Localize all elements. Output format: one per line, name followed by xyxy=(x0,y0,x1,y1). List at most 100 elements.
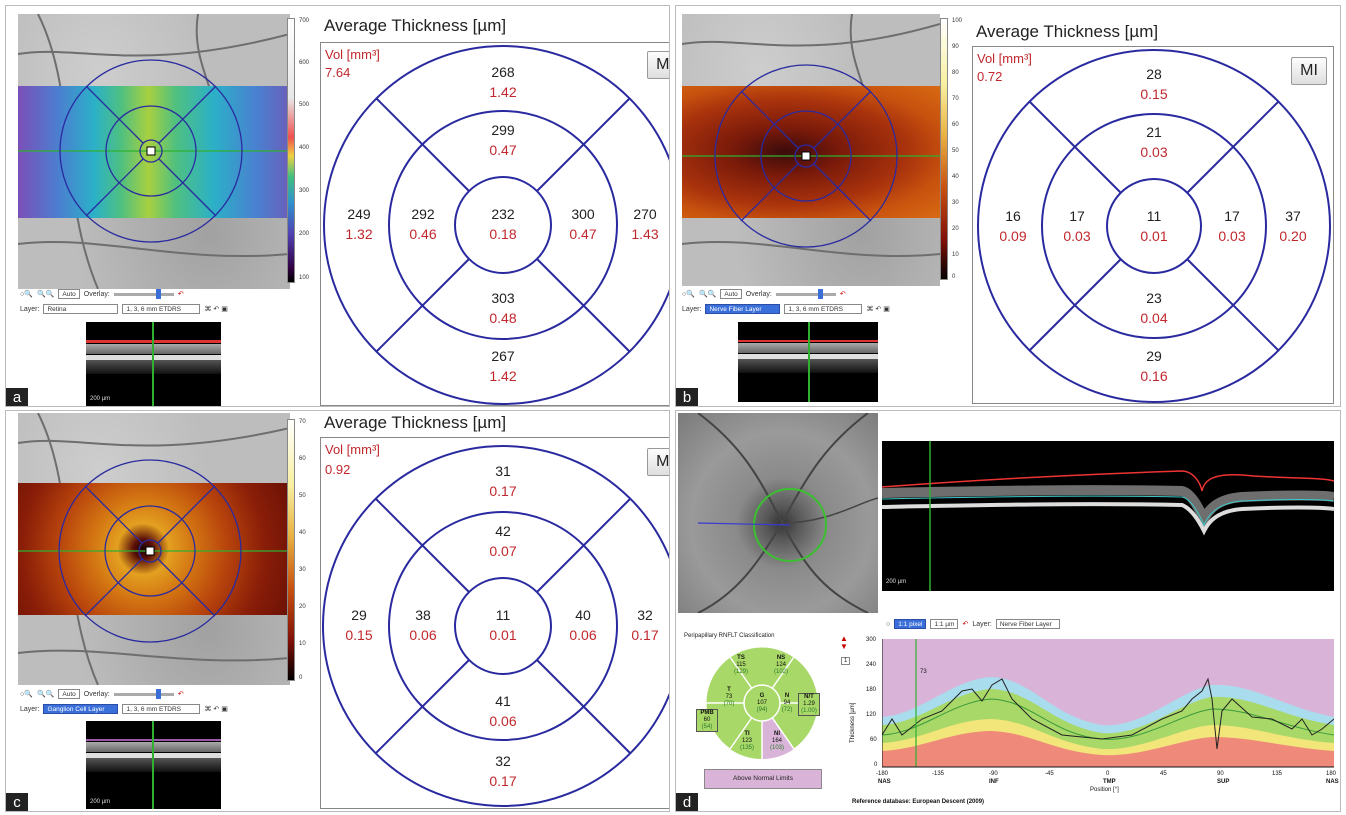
y-tick: 300 xyxy=(866,637,877,643)
sector-inner-inferior: 41 0.06 xyxy=(489,693,517,729)
etdrs-title-b: Average Thickness [µm] xyxy=(976,22,1159,41)
y-tick: 60 xyxy=(870,737,877,743)
panel-tag-d: d xyxy=(676,793,698,811)
x-region: SUP xyxy=(1217,779,1230,785)
fundus-image-a xyxy=(18,14,290,289)
oct-bscan-c: 200 µm xyxy=(86,721,221,809)
panel-tag-b: b xyxy=(676,388,698,406)
oct-bscan-a: 200 µm xyxy=(86,322,221,406)
scale-ticks-c: 70 60 50 40 30 20 10 0 xyxy=(299,419,306,681)
x-tick: 135 xyxy=(1272,771,1283,777)
sector-outer-nasal: 249 1.32 xyxy=(345,206,373,242)
color-picker-icon[interactable]: ↶ xyxy=(177,291,184,298)
grid-tools-icon[interactable]: ⌘ ↶ ▣ xyxy=(204,306,228,313)
y-tick: 240 xyxy=(866,662,877,668)
grid-tools-icon[interactable]: ⌘ ↶ ▣ xyxy=(204,706,228,713)
sector-outer-temporal: 37 0.20 xyxy=(1279,208,1307,244)
overlay-label: Overlay: xyxy=(83,690,110,698)
sector-inner-superior: 299 0.47 xyxy=(489,122,517,158)
layer-row-b: Layer: Nerve Fiber Layer 1, 3, 6 mm ETDR… xyxy=(682,304,890,314)
sector-outer-nasal: 16 0.09 xyxy=(999,208,1027,244)
layer-select-c[interactable]: Ganglion Cell Layer xyxy=(43,704,119,714)
classification-title: Peripapillary RNFLT Classification xyxy=(684,633,775,639)
overlay-slider[interactable] xyxy=(775,288,836,299)
x-region: NAS xyxy=(878,779,891,785)
oct-bscan-b xyxy=(738,322,878,402)
sector-inner-temporal: 40 0.06 xyxy=(569,607,597,643)
color-picker-icon[interactable]: ↶ xyxy=(177,691,184,698)
zoom-icon[interactable]: ○🔍 xyxy=(20,291,33,298)
sector-inner-superior: 21 0.03 xyxy=(1140,124,1168,160)
sector-inner-inferior: 303 0.48 xyxy=(489,290,517,326)
scale-ticks-b: 100 90 80 70 60 50 40 30 20 10 0 xyxy=(952,18,963,280)
vol-label-c: Vol [mm³] xyxy=(325,442,380,457)
toolbar-a: ○🔍 🔍🔍 Auto Overlay: ↶ xyxy=(20,288,184,299)
zoom-in-icon[interactable]: 🔍🔍 xyxy=(36,291,55,298)
thickness-scale-c xyxy=(287,419,295,681)
grid-tools-icon[interactable]: ⌘ ↶ ▣ xyxy=(866,306,890,313)
zoom-icon[interactable]: ○🔍 xyxy=(682,291,695,298)
toolbar-b: ○🔍 🔍🔍 Auto Overlay: ↶ xyxy=(682,288,846,299)
scale-ticks-a: 700 600 500 400 300 200 100 xyxy=(299,18,310,281)
grid-select-c[interactable]: 1, 3, 6 mm ETDRS xyxy=(122,704,201,714)
sector-inner-inferior: 23 0.04 xyxy=(1140,290,1168,326)
layer-select-a[interactable]: Retina xyxy=(43,304,119,314)
x-tick: -180 xyxy=(876,771,889,777)
toolbar-d: ○ 1:1 pixel 1:1 µm ↶ Layer: Nerve Fiber … xyxy=(886,619,1060,629)
layer-row-c: Layer: Ganglion Cell Layer 1, 3, 6 mm ET… xyxy=(20,704,228,714)
micron-scale-button[interactable]: 1:1 µm xyxy=(930,619,959,629)
overlay-slider[interactable] xyxy=(113,688,174,699)
panel-tag-a: a xyxy=(6,388,28,406)
sector-outer-nasal: 29 0.15 xyxy=(345,607,373,643)
mi-button-c[interactable]: MI xyxy=(647,448,669,476)
x-tick: -90 xyxy=(989,771,998,777)
sector-outer-inferior: 32 0.17 xyxy=(489,753,517,789)
sector-inner-temporal: 300 0.47 xyxy=(569,206,597,242)
vol-value-c: 0.92 xyxy=(325,462,351,477)
reference-database: Reference database: European Descent (20… xyxy=(852,799,985,805)
grid-select-b[interactable]: 1, 3, 6 mm ETDRS xyxy=(784,304,863,314)
fundus-image-c xyxy=(18,413,290,685)
color-picker-icon[interactable]: ↶ xyxy=(962,621,969,628)
zoom-icon[interactable]: ○🔍 xyxy=(20,691,33,698)
zoom-select[interactable]: Auto xyxy=(58,689,80,699)
sector-inner-superior: 42 0.07 xyxy=(489,523,517,559)
zoom-select[interactable]: Auto xyxy=(720,289,742,299)
oct-bscan-d: 200 µm xyxy=(882,441,1334,591)
rnflt-sector-pie: TS 115 (129) NS 124 (102) T 73 (70) G 107 (94) N… xyxy=(696,645,820,761)
expand-arrows-icon[interactable]: ▲ ▼ xyxy=(840,634,848,651)
sector-inner-nasal: 17 0.03 xyxy=(1063,208,1091,244)
sector-ni: NI 164 (103) xyxy=(769,731,784,751)
sector-inner-temporal: 17 0.03 xyxy=(1218,208,1246,244)
sector-ts: TS 115 (129) xyxy=(733,655,748,675)
sector-n: N 94 (72) xyxy=(781,693,793,713)
pixel-scale-button[interactable]: 1:1 pixel xyxy=(894,619,927,629)
sector-outer-temporal: 270 1.43 xyxy=(631,206,659,242)
fundus-image-d xyxy=(678,413,878,613)
zoom-in-icon[interactable]: 🔍🔍 xyxy=(36,691,55,698)
zoom-select[interactable]: Auto xyxy=(58,289,80,299)
panel-d: 200 µm ○ 1:1 pixel 1:1 µm ↶ Layer: Nerve… xyxy=(675,410,1341,812)
layer-select-b[interactable]: Nerve Fiber Layer xyxy=(705,304,781,314)
overlay-slider[interactable] xyxy=(113,288,174,299)
radio-icon[interactable]: ○ xyxy=(886,620,891,628)
sector-outer-superior: 31 0.17 xyxy=(489,463,517,499)
toolbar-c: ○🔍 🔍🔍 Auto Overlay: ↶ xyxy=(20,688,184,699)
sector-center: 11 0.01 xyxy=(1140,208,1168,244)
layer-select-d[interactable]: Nerve Fiber Layer xyxy=(995,619,1060,629)
sector-ti: TI 123 (135) xyxy=(739,731,754,751)
thickness-scale-a xyxy=(287,18,295,283)
x-region: NAS xyxy=(1326,779,1339,785)
grid-select-a[interactable]: 1, 3, 6 mm ETDRS xyxy=(122,304,201,314)
panel-c: 70 60 50 40 30 20 10 0 ○🔍 🔍🔍 Auto Overla… xyxy=(5,410,670,812)
etdrs-chart-b: Vol [mm³] 0.72 MI 28 0.15 21 0.03 16 0.09 1… xyxy=(972,46,1334,404)
zoom-in-icon[interactable]: 🔍🔍 xyxy=(698,291,717,298)
color-picker-icon[interactable]: ↶ xyxy=(839,291,846,298)
x-tick: 90 xyxy=(1217,771,1224,777)
panel-tag-c: c xyxy=(6,793,28,811)
sector-inner-nasal: 292 0.46 xyxy=(409,206,437,242)
mi-button-a[interactable]: MI xyxy=(647,51,669,79)
x-region: TMP xyxy=(1103,779,1116,785)
mi-button-b[interactable]: MI xyxy=(1291,57,1327,85)
